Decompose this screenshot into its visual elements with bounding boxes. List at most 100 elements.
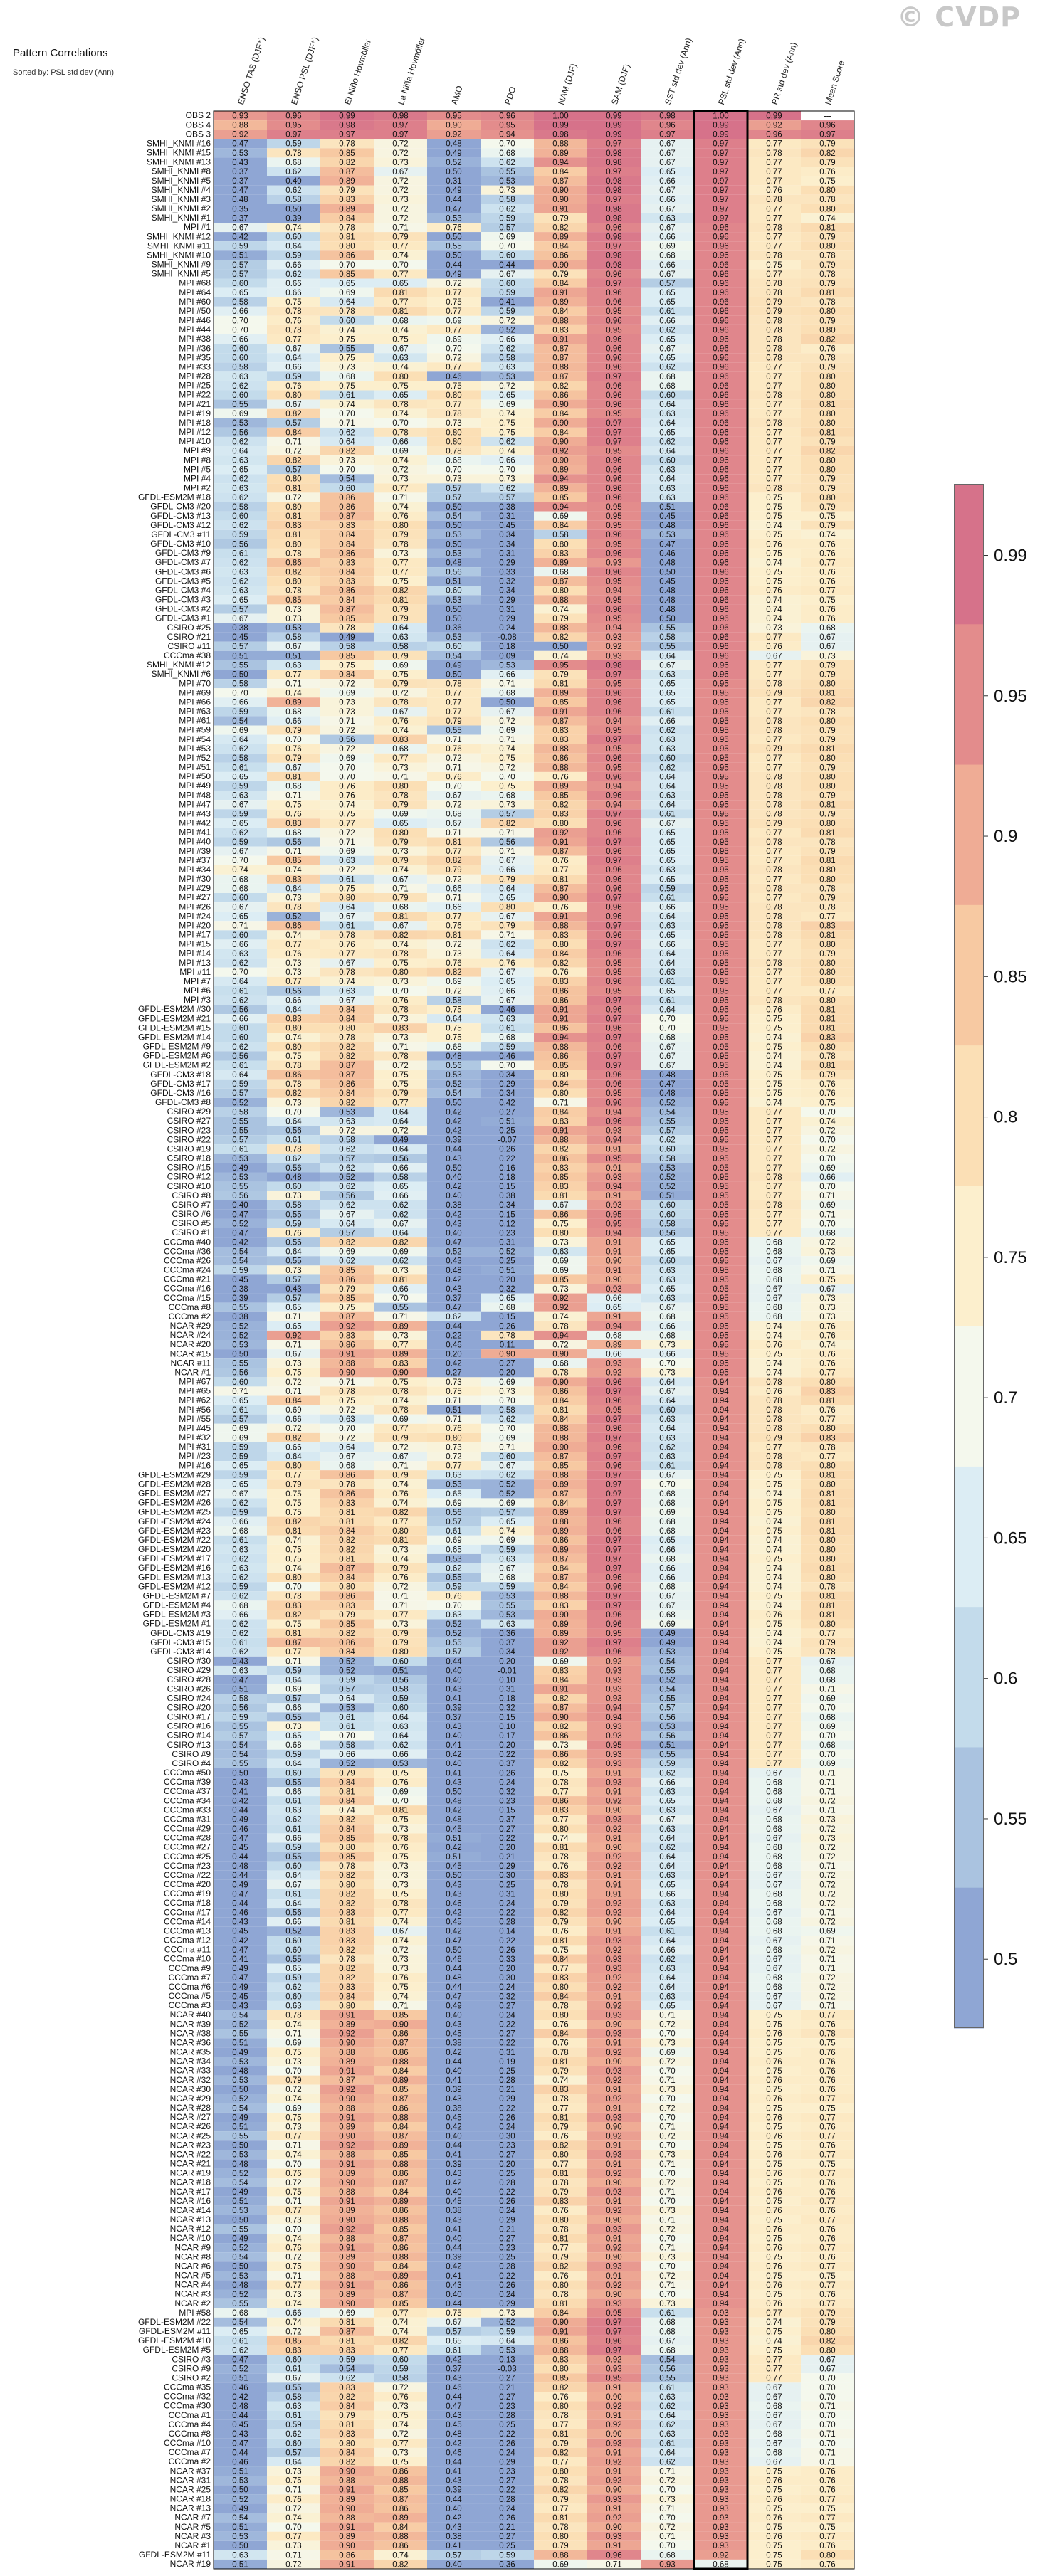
cell-value: 0.70 — [446, 466, 461, 475]
cell-value: 0.89 — [552, 690, 568, 698]
cell-value: 0.95 — [713, 950, 728, 959]
cell-value: 0.79 — [766, 1434, 782, 1442]
cell-value: 0.86 — [339, 1341, 355, 1349]
row-label: CSIRO #29 — [167, 1665, 211, 1675]
table-row: GFDL-CM3 #1 0.67 0.73 0.85 0.79 0.50 0.29 0.79 0… — [155, 613, 854, 623]
cell-value: 0.70 — [446, 345, 461, 354]
cell-value: 0.75 — [766, 1527, 782, 1536]
cell-value: 0.78 — [766, 149, 782, 158]
heatmap-cell — [694, 306, 747, 316]
cell-value: 0.79 — [392, 233, 408, 242]
cell-value: 0.86 — [552, 1025, 568, 1033]
table-row: CCCma #28 0.47 0.66 0.85 0.78 0.51 0.22 0.74 0.9… — [164, 1833, 854, 1843]
cell-value: 0.70 — [392, 987, 408, 996]
row-label: GFDL-CM3 #11 — [151, 529, 211, 539]
heatmap-cell — [320, 111, 374, 121]
cell-value: 0.77 — [766, 1136, 782, 1145]
cell-value: 0.72 — [392, 205, 408, 213]
cell-value: 0.71 — [232, 1388, 248, 1396]
cell-value: 0.77 — [766, 1657, 782, 1666]
cell-value: 0.96 — [606, 531, 621, 539]
cell-value: 0.58 — [446, 996, 461, 1005]
heatmap-cell — [801, 250, 854, 260]
cell-value: 0.75 — [392, 1071, 408, 1080]
cell-value: 0.97 — [606, 1490, 621, 1499]
heatmap-cell — [534, 167, 587, 176]
heatmap-cell — [214, 278, 267, 288]
cell-value: 0.68 — [446, 811, 461, 819]
cell-value: 0.72 — [392, 466, 408, 475]
cell-value: 0.59 — [499, 1583, 515, 1592]
cell-value: 0.76 — [446, 922, 461, 931]
cell-value: 0.95 — [713, 717, 728, 726]
cell-value: 0.67 — [232, 848, 248, 856]
cell-value: 0.52 — [446, 1620, 461, 1629]
cell-value: 0.96 — [713, 233, 728, 242]
cell-value: 0.71 — [339, 838, 355, 847]
cell-value: 0.61 — [659, 996, 675, 1005]
cell-value: 0.79 — [552, 214, 568, 223]
cell-value: 0.94 — [713, 1490, 729, 1499]
cell-value: 0.67 — [339, 1210, 355, 1219]
heatmap-cell — [694, 223, 747, 233]
cell-value: 0.96 — [713, 345, 728, 354]
cell-value: 0.80 — [819, 373, 835, 381]
cell-value: 0.91 — [552, 1686, 568, 1694]
cell-value: 0.93 — [606, 1816, 621, 1825]
cell-value: 0.56 — [232, 1704, 248, 1713]
cell-value: 0.63 — [659, 922, 675, 931]
cell-value: 0.38 — [232, 1313, 248, 1321]
cell-value: 0.79 — [766, 690, 782, 698]
cell-value: 0.67 — [392, 1452, 408, 1461]
table-row: CSIRO #21 0.45 0.58 0.49 0.63 0.53 -0.08 0.82 0.… — [167, 632, 854, 642]
cell-value: 0.70 — [499, 1425, 515, 1433]
cell-value: 0.71 — [392, 773, 408, 781]
cell-value: 0.82 — [285, 457, 301, 465]
cell-value: 0.77 — [766, 987, 782, 996]
cell-value: 0.56 — [446, 1509, 461, 1517]
cell-value: 0.76 — [285, 382, 301, 391]
cell-value: 0.96 — [606, 1620, 621, 1629]
cell-value: 0.97 — [713, 214, 728, 223]
heatmap-cell — [801, 148, 854, 158]
cell-value: 0.77 — [552, 866, 568, 875]
cell-value: 0.95 — [606, 578, 621, 586]
heatmap-cell — [587, 213, 641, 223]
cell-value: 0.78 — [392, 699, 408, 707]
cell-value: 0.73 — [819, 1304, 835, 1312]
cell-value: 0.82 — [552, 1723, 568, 1731]
cell-value: 0.77 — [766, 1183, 782, 1191]
cell-value: 0.21 — [499, 1853, 515, 1862]
cell-value: 0.66 — [659, 904, 675, 912]
heatmap-cell — [214, 111, 267, 121]
cell-value: 0.96 — [606, 606, 621, 614]
cell-value: 0.94 — [713, 1388, 729, 1396]
cell-value: 0.82 — [819, 149, 835, 158]
row-label: NCAR #1 — [174, 1367, 211, 1377]
table-row: SMHI_KNMI #3 0.48 0.58 0.83 0.73 0.44 0.58 0.90… — [152, 194, 854, 204]
cell-value: 0.86 — [339, 549, 355, 558]
cell-value: 0.73 — [339, 457, 355, 465]
table-row: CCCma #19 0.47 0.61 0.82 0.75 0.43 0.31 0.80 0.9… — [164, 1889, 854, 1899]
row-label: MPI #30 — [179, 874, 211, 884]
cell-value: 0.95 — [499, 122, 515, 130]
heatmap-cell — [267, 241, 320, 251]
cell-value: 0.95 — [713, 1080, 728, 1089]
table-row: SMHI_KNMI #5 0.37 0.40 0.89 0.72 0.31 0.53 0.87… — [152, 176, 854, 186]
cell-value: 0.72 — [285, 1378, 301, 1387]
cell-value: 0.95 — [713, 680, 728, 689]
cell-value: 0.20 — [499, 1844, 515, 1852]
cell-value: 0.78 — [339, 968, 355, 977]
cell-value: 0.78 — [766, 1415, 782, 1424]
row-label: MPI #31 — [179, 1442, 211, 1452]
row-label: MPI #55 — [179, 1414, 211, 1424]
cell-value: 0.65 — [606, 1304, 621, 1312]
cell-value: 0.48 — [659, 559, 675, 567]
cell-value: 0.94 — [713, 1499, 729, 1508]
cell-value: 0.73 — [819, 1835, 835, 1843]
cell-value: 0.51 — [285, 652, 301, 660]
cell-value: 0.86 — [552, 1751, 568, 1759]
heatmap-cell — [694, 148, 747, 158]
table-row: GFDL-CM3 #13 0.60 0.81 0.87 0.76 0.54 0.31 0.69… — [150, 511, 854, 521]
cell-value: 0.70 — [819, 1704, 835, 1713]
